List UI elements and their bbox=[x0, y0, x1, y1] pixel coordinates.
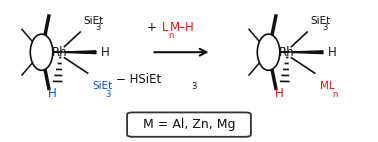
Text: 3: 3 bbox=[191, 82, 197, 91]
Text: +: + bbox=[147, 21, 161, 34]
Polygon shape bbox=[65, 51, 96, 54]
Text: SiEt: SiEt bbox=[93, 82, 113, 91]
Text: SiEt: SiEt bbox=[83, 16, 104, 26]
FancyBboxPatch shape bbox=[127, 112, 251, 137]
Text: 3: 3 bbox=[105, 90, 110, 100]
Text: L: L bbox=[162, 21, 168, 34]
Text: n: n bbox=[168, 31, 174, 40]
Polygon shape bbox=[292, 51, 323, 54]
Text: 3: 3 bbox=[322, 23, 328, 32]
Text: SiEt: SiEt bbox=[310, 16, 330, 26]
Text: H: H bbox=[328, 46, 336, 59]
Text: H: H bbox=[48, 87, 56, 100]
Text: 3: 3 bbox=[96, 23, 101, 32]
Text: M–H: M–H bbox=[169, 21, 194, 34]
Text: n: n bbox=[332, 90, 337, 100]
Text: ML: ML bbox=[319, 82, 334, 91]
Text: Rh: Rh bbox=[279, 46, 294, 59]
Text: Rh: Rh bbox=[52, 46, 67, 59]
Text: H: H bbox=[101, 46, 110, 59]
Text: − HSiEt: − HSiEt bbox=[116, 73, 162, 86]
Text: H: H bbox=[275, 87, 284, 100]
Text: M = Al, Zn, Mg: M = Al, Zn, Mg bbox=[143, 118, 235, 131]
